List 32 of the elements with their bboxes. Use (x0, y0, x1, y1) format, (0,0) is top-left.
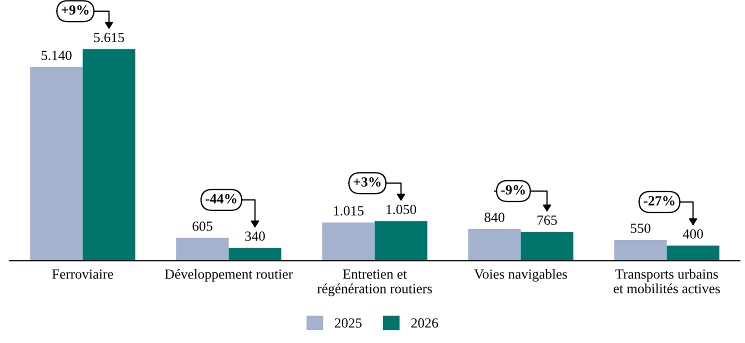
data-label: 5.140 (42, 50, 72, 60)
x-tick-label: Développement routier (164, 269, 293, 282)
bar (322, 222, 375, 261)
data-label: 400 (682, 229, 703, 239)
data-label: 840 (484, 212, 504, 222)
bar (176, 238, 229, 261)
legend-label: 2025 (334, 318, 362, 328)
data-label: 550 (630, 224, 650, 233)
annotation: -9% (501, 185, 525, 195)
legend-label: 2026 (411, 318, 438, 328)
bar (228, 248, 282, 261)
x-tick-label: Entretien et régénération routiers (317, 269, 432, 296)
text: +9% (62, 5, 88, 15)
data-label: 340 (245, 232, 265, 241)
data-label: 1.015 (334, 206, 364, 216)
bar (614, 240, 667, 261)
data-label: 5.615 (94, 32, 124, 42)
x-tick-label: Voies navigables (474, 269, 567, 282)
bar (520, 232, 574, 261)
bar (666, 246, 720, 261)
annotation: -27% (644, 196, 674, 206)
annotation: +3% (354, 177, 381, 187)
bar (82, 49, 136, 261)
data-label: 605 (192, 222, 212, 231)
bar (374, 221, 428, 261)
bar (468, 229, 521, 261)
data-label: 1.050 (386, 204, 416, 214)
x-tick-label: Ferroviaire (52, 269, 114, 279)
data-label: 765 (538, 216, 557, 225)
bar (30, 67, 83, 261)
x-tick-label: Transports urbains et mobilités actives (614, 269, 720, 294)
annotation: -44% (206, 194, 236, 204)
